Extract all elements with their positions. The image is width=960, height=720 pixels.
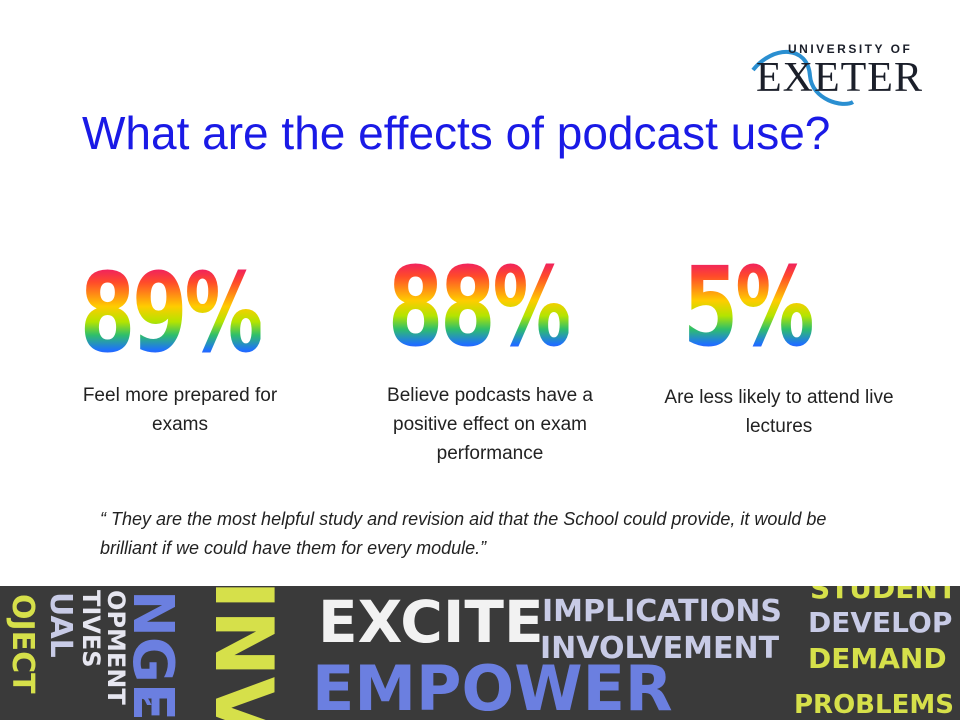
banner-word: INVOLVEMENT <box>540 631 780 666</box>
logo-swoosh-icon <box>751 50 855 106</box>
banner-word: DEVELOP <box>808 606 953 639</box>
banner-word: NGE <box>120 590 185 720</box>
university-of-exeter-logo: UNIVERSITY OF EXETER <box>748 40 922 110</box>
banner-word: TIVES <box>77 590 105 668</box>
logo-exeter: EXETER <box>756 55 923 101</box>
stat-value: 88% <box>388 243 572 371</box>
stat-89: 89% <box>80 258 331 368</box>
banner-word: STUDENT <box>810 586 957 605</box>
banner-word: R <box>135 686 152 711</box>
student-quote: “ They are the most helpful study and re… <box>100 509 827 558</box>
stat-5: 5% <box>683 252 862 362</box>
slide-title: What are the effects of podcast use? <box>82 107 831 159</box>
stat-caption: Believe podcasts have a positive effect … <box>387 385 593 464</box>
banner-word: INV <box>197 586 290 720</box>
logo-university-of: UNIVERSITY OF <box>788 42 913 56</box>
banner-word: PROBLEMS <box>794 690 954 720</box>
stat-88: 88% <box>388 252 639 362</box>
banner-word: DEMAND <box>808 642 947 675</box>
stat-value: 89% <box>80 249 264 377</box>
banner-word: IMPLICATIONS <box>542 594 783 629</box>
banner-word: UAL <box>43 592 78 658</box>
stat-caption: Feel more prepared for exams <box>82 385 278 435</box>
banner-word: OJECT <box>5 594 40 694</box>
stat-caption: Are less likely to attend live lectures <box>664 387 894 437</box>
banner-word: EXCITE <box>318 588 544 656</box>
stat-value: 5% <box>683 243 815 371</box>
word-cloud-banner: OJECT UAL TIVES OPMENT NGE INV EXCITE EM… <box>0 586 960 720</box>
banner-word: EMPOWER <box>312 652 673 720</box>
